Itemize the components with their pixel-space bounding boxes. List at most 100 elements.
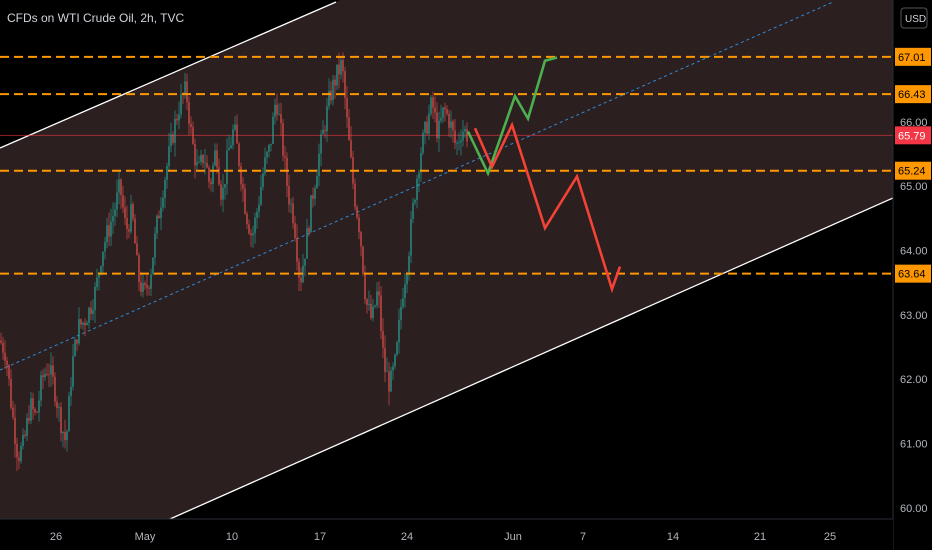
candle-body xyxy=(64,431,66,441)
candle-body xyxy=(128,229,130,232)
candle-body xyxy=(106,225,108,243)
y-tick-label: 61.00 xyxy=(900,439,928,451)
candle-body xyxy=(98,272,100,278)
x-tick-label: Jun xyxy=(504,531,522,543)
candle-body xyxy=(2,342,4,353)
candle-body xyxy=(426,121,428,134)
candle-body xyxy=(258,204,260,212)
candle-body xyxy=(306,228,308,259)
candle-body xyxy=(254,217,256,234)
candle-body xyxy=(110,221,112,237)
candle-body xyxy=(212,165,214,185)
candle-body xyxy=(280,114,282,124)
candle-body xyxy=(10,378,12,408)
candle-body xyxy=(72,356,74,387)
candle-body xyxy=(384,347,386,372)
candle-body xyxy=(294,223,296,239)
candle-body xyxy=(414,199,416,203)
candle-body xyxy=(8,365,10,379)
candle-body xyxy=(126,218,128,230)
candle-body xyxy=(244,188,246,214)
candle-body xyxy=(378,291,380,296)
candle-body xyxy=(198,161,200,163)
candles xyxy=(0,52,468,471)
candle-body xyxy=(30,398,32,421)
candle-body xyxy=(180,93,182,115)
candle-body xyxy=(224,183,226,188)
candle-body xyxy=(406,274,408,285)
currency-label: USD xyxy=(905,14,926,25)
y-tick-label: 66.00 xyxy=(900,117,928,129)
candle-body xyxy=(408,255,410,275)
candle-body xyxy=(314,188,316,199)
candle-body xyxy=(196,162,198,166)
x-tick-label: May xyxy=(135,531,156,543)
candle-body xyxy=(366,299,368,305)
candle-body xyxy=(368,303,370,305)
candle-body xyxy=(442,107,444,118)
candle-body xyxy=(22,434,24,447)
candle-body xyxy=(424,121,426,133)
candle-body xyxy=(146,284,148,288)
candle-body xyxy=(466,129,468,142)
price-level-badge xyxy=(895,47,931,66)
candle-body xyxy=(38,400,40,413)
candle-body xyxy=(56,401,58,409)
candle-body xyxy=(340,60,342,75)
price-level-label: 65.24 xyxy=(898,166,926,178)
candle-body xyxy=(16,443,18,458)
price-level-badge xyxy=(895,264,931,283)
candle-body xyxy=(18,457,20,462)
candle-body xyxy=(46,373,48,375)
candle-body xyxy=(250,233,252,236)
candle-body xyxy=(450,121,452,128)
candle-body xyxy=(342,60,344,72)
candle-body xyxy=(264,157,266,174)
candle-body xyxy=(460,140,462,143)
candle-body xyxy=(138,255,140,282)
candle-body xyxy=(60,407,62,434)
candle-body xyxy=(114,209,116,217)
x-tick-label: 24 xyxy=(401,531,413,543)
candle-body xyxy=(100,266,102,273)
candle-body xyxy=(208,167,210,182)
candle-body xyxy=(372,306,374,319)
candle-body xyxy=(232,129,234,146)
candle-body xyxy=(204,162,206,164)
candle-body xyxy=(40,375,42,401)
channel-midline xyxy=(0,1,834,371)
candle-body xyxy=(152,257,154,275)
candle-body xyxy=(318,153,320,177)
candle-body xyxy=(24,434,26,437)
plot-area[interactable] xyxy=(0,0,894,520)
candle-body xyxy=(90,307,92,314)
candle-body xyxy=(278,114,280,115)
y-tick-label: 60.00 xyxy=(900,503,928,515)
candle-body xyxy=(112,216,114,222)
candle-body xyxy=(240,166,242,185)
candle-body xyxy=(92,309,94,314)
candle-body xyxy=(348,117,350,141)
candle-body xyxy=(458,142,460,144)
candle-body xyxy=(234,124,236,130)
candle-body xyxy=(316,176,318,189)
candle-body xyxy=(248,224,250,234)
candle-body xyxy=(268,144,270,153)
candle-body xyxy=(436,112,438,139)
candle-body xyxy=(358,217,360,233)
x-tick-label: 17 xyxy=(314,531,326,543)
candle-body xyxy=(298,261,300,278)
candle-body xyxy=(448,113,450,128)
candle-body xyxy=(140,281,142,292)
candle-body xyxy=(416,178,418,200)
candle-body xyxy=(0,340,2,343)
candle-body xyxy=(158,215,160,219)
currency-badge xyxy=(900,7,928,29)
candle-body xyxy=(428,113,430,134)
candle-body xyxy=(400,306,402,320)
candle-body xyxy=(4,352,6,361)
candle-body xyxy=(164,179,166,198)
candle-body xyxy=(58,407,60,409)
